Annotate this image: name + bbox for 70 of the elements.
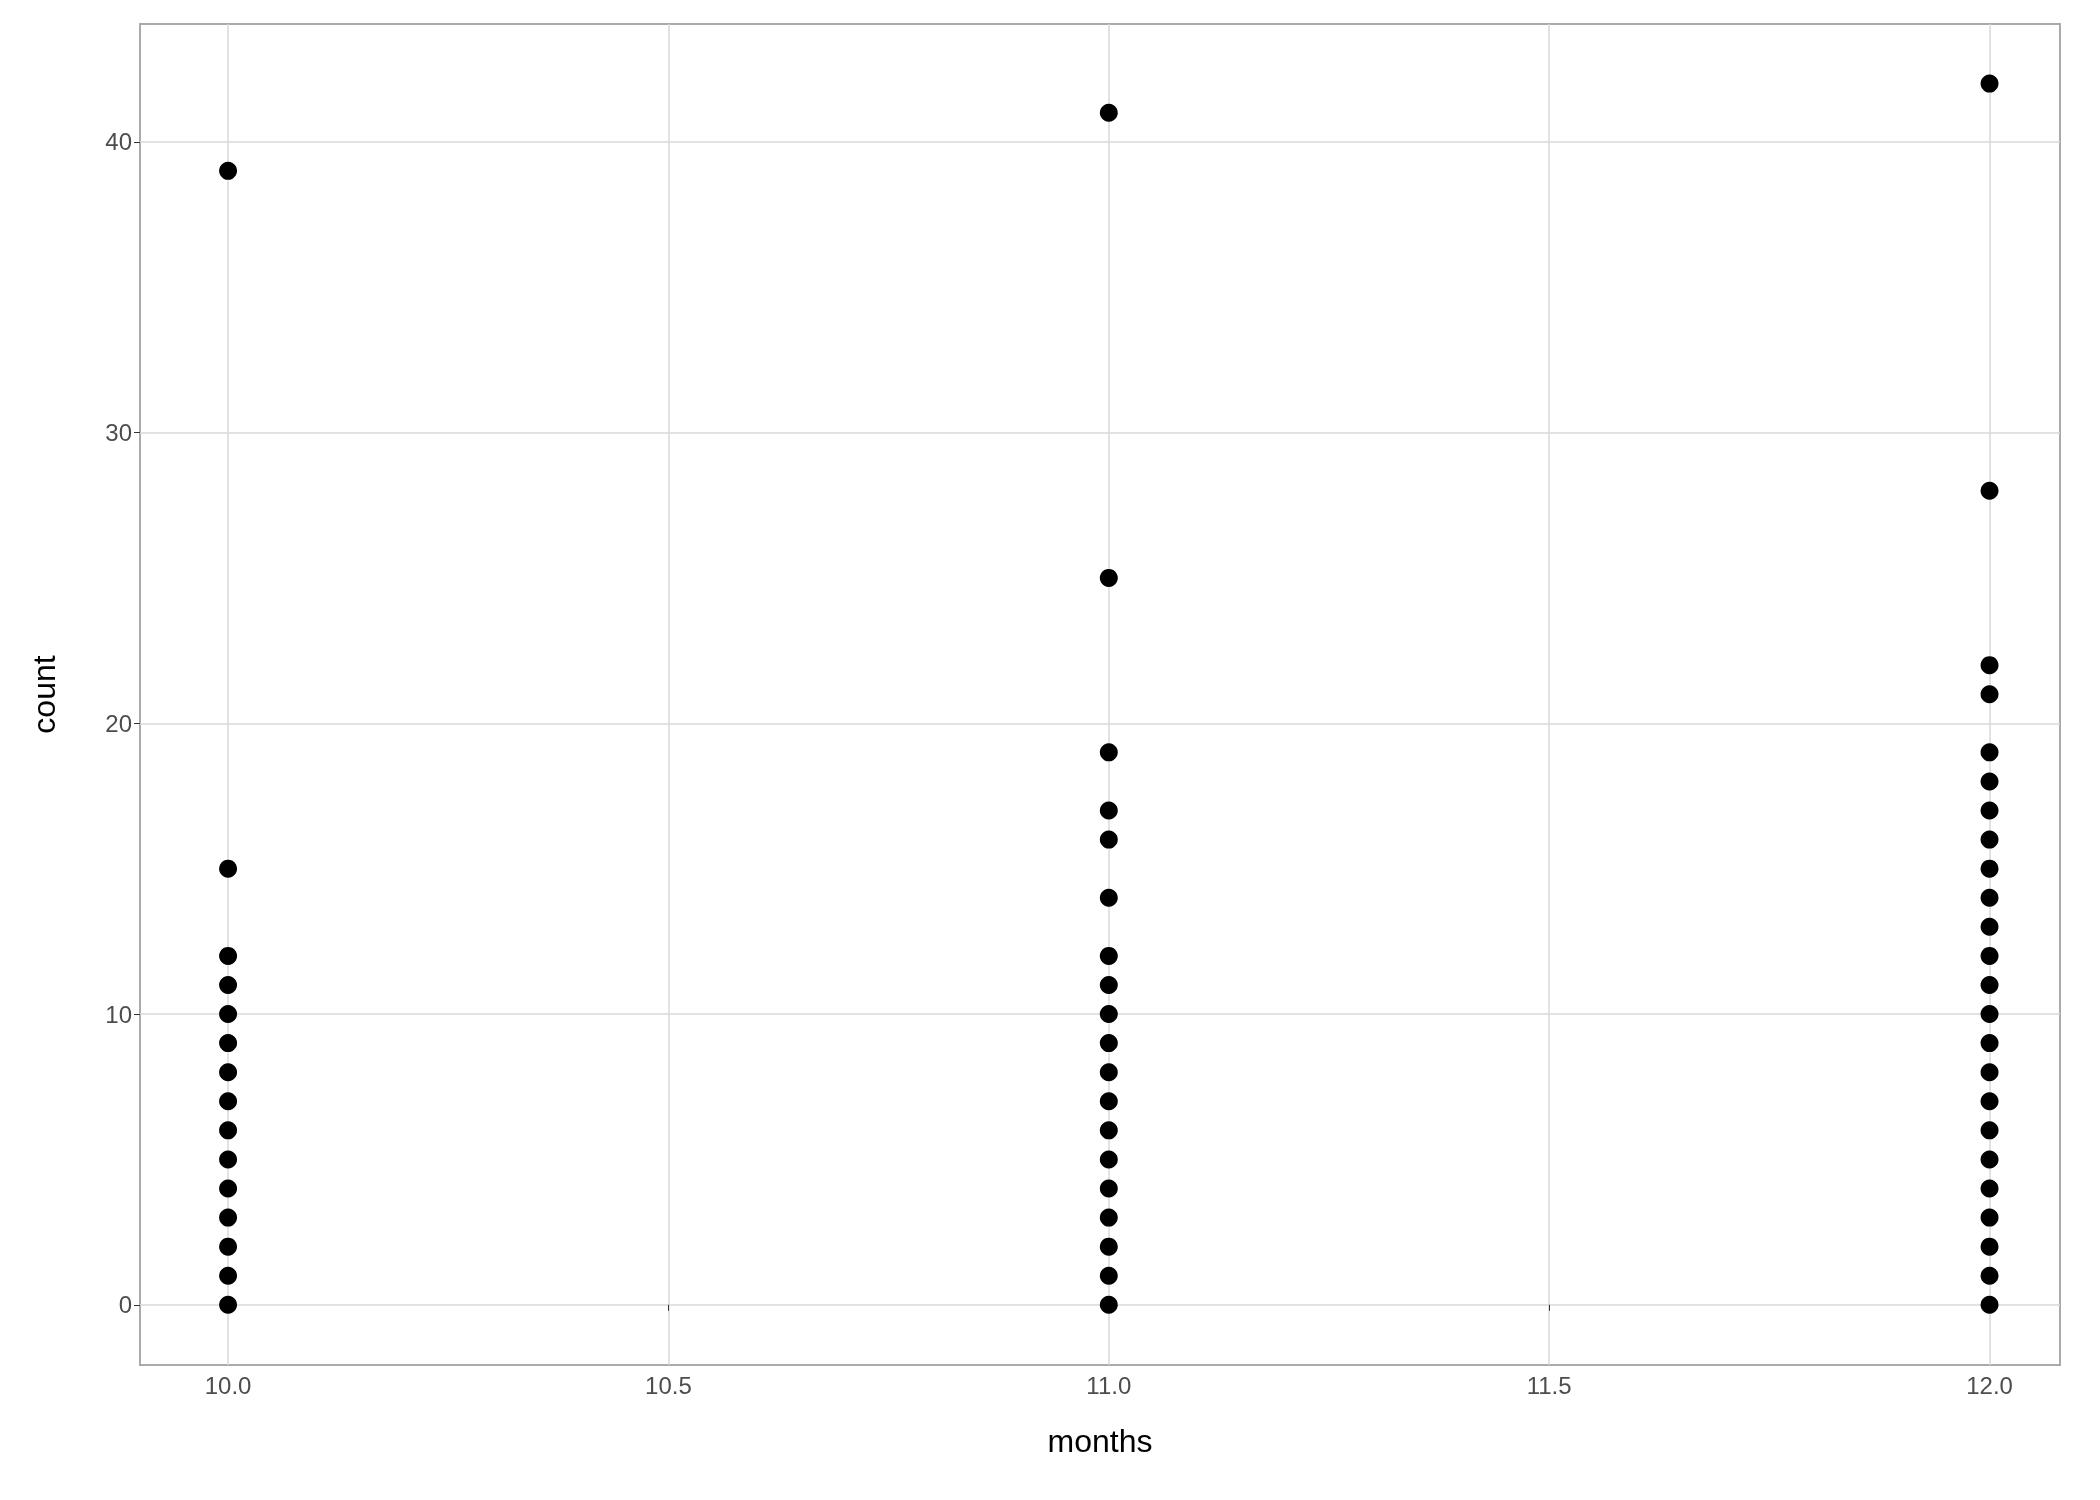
point [1980,946,1999,965]
point [1980,1208,1999,1227]
y-tick-label: 10 [105,1000,132,1028]
x-tick-label: 11.5 [1526,1371,1572,1399]
point [219,161,238,180]
point [1980,1063,1999,1082]
point [1980,975,1999,994]
point [1980,1092,1999,1111]
point [1980,830,1999,849]
point [1099,1208,1118,1227]
point [1099,743,1118,762]
point [1099,1295,1118,1314]
point [1099,103,1118,122]
point [219,1266,238,1285]
y-tick-label: 20 [105,709,132,737]
point [1099,568,1118,587]
point [1980,1295,1999,1314]
point [219,1179,238,1198]
x-axis-title: months [1047,1423,1153,1459]
point [219,1034,238,1053]
point [1099,1005,1118,1024]
x-tick-label: 10.5 [645,1371,692,1399]
point [1099,1121,1118,1140]
point [1099,1150,1118,1169]
point [1980,859,1999,878]
point [1099,946,1118,965]
point [1099,1092,1118,1111]
point [1099,975,1118,994]
point [1980,685,1999,704]
point [1099,1237,1118,1256]
y-axis-title: count [26,655,62,734]
point [1980,1034,1999,1053]
point [1980,656,1999,675]
point [1980,1237,1999,1256]
point [1099,1179,1118,1198]
point [219,1237,238,1256]
point [1980,801,1999,820]
point [1099,801,1118,820]
point [1980,1005,1999,1024]
point [1099,1063,1118,1082]
x-tick-label: 11.0 [1086,1371,1132,1399]
point [219,1121,238,1140]
point [1980,917,1999,936]
point [1980,481,1999,500]
point [1980,1121,1999,1140]
point [1980,772,1999,791]
point [1980,1179,1999,1198]
x-tick-label: 10.0 [204,1371,252,1399]
point [1980,1266,1999,1285]
point [1099,888,1118,907]
point [219,1092,238,1111]
point [1099,830,1118,849]
y-tick-label: 0 [118,1291,132,1319]
point [219,859,238,878]
x-tick-label: 12.0 [1966,1371,2013,1399]
point [219,1063,238,1082]
point [219,1150,238,1169]
point [1980,1150,1999,1169]
point [1099,1266,1118,1285]
point [219,975,238,994]
y-tick-label: 30 [105,419,132,447]
point [219,1295,238,1314]
point [219,1005,238,1024]
point [1099,1034,1118,1053]
y-tick-label: 40 [105,128,132,156]
point [219,946,238,965]
point [1980,74,1999,93]
point [1980,743,1999,762]
point [219,1208,238,1227]
point [1980,888,1999,907]
